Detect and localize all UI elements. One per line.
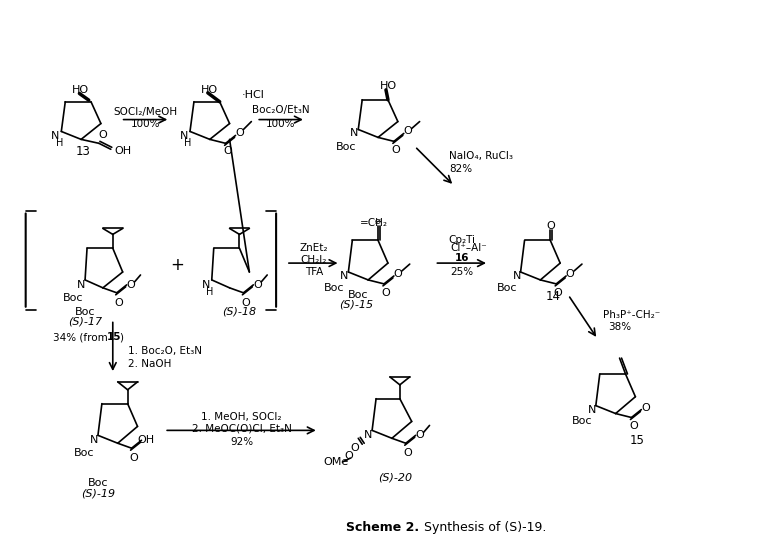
- Text: CH₂I₂: CH₂I₂: [300, 255, 327, 265]
- Text: O: O: [235, 129, 244, 138]
- Text: N: N: [51, 131, 60, 141]
- Text: 1. Boc₂O, Et₃N: 1. Boc₂O, Et₃N: [128, 346, 201, 356]
- Text: O: O: [641, 403, 650, 413]
- Text: +: +: [170, 256, 184, 274]
- Text: Boc: Boc: [75, 307, 95, 317]
- Text: ·HCl: ·HCl: [241, 90, 264, 100]
- Text: N: N: [364, 431, 372, 440]
- Text: (S)-20: (S)-20: [378, 473, 412, 483]
- Text: Boc₂O/Et₃N: Boc₂O/Et₃N: [252, 105, 310, 114]
- Text: 100%: 100%: [131, 118, 160, 129]
- Text: TFA: TFA: [305, 267, 322, 277]
- Text: Boc: Boc: [74, 448, 94, 458]
- Text: 14: 14: [545, 290, 561, 303]
- Text: H: H: [206, 287, 214, 297]
- Text: 1. MeOH, SOCl₂: 1. MeOH, SOCl₂: [201, 411, 282, 421]
- Text: 2. NaOH: 2. NaOH: [128, 359, 171, 369]
- Text: (S)-19: (S)-19: [81, 489, 115, 499]
- Text: Boc: Boc: [348, 290, 368, 300]
- Text: Cp₂Ti: Cp₂Ti: [449, 235, 476, 245]
- Text: 82%: 82%: [450, 164, 473, 174]
- Text: N: N: [588, 404, 596, 415]
- Text: Boc: Boc: [571, 416, 592, 427]
- Text: O: O: [129, 453, 138, 463]
- Text: OMe: OMe: [324, 457, 349, 467]
- Text: N: N: [90, 435, 98, 445]
- Text: ): ): [119, 332, 123, 342]
- Text: O: O: [253, 280, 262, 290]
- Text: O: O: [241, 298, 250, 308]
- Text: O: O: [350, 443, 358, 453]
- Text: 38%: 38%: [607, 323, 631, 332]
- Text: H: H: [56, 138, 63, 148]
- Text: Boc: Boc: [63, 293, 83, 302]
- Text: N: N: [340, 271, 349, 281]
- Text: Synthesis of (S)-19.: Synthesis of (S)-19.: [420, 521, 546, 534]
- Text: O: O: [391, 146, 401, 155]
- Text: (S)-18: (S)-18: [222, 307, 257, 317]
- Text: 34% (from: 34% (from: [54, 332, 111, 342]
- Text: Boc: Boc: [87, 478, 108, 488]
- Text: (S)-17: (S)-17: [68, 317, 102, 326]
- Text: O: O: [344, 451, 352, 461]
- Text: NaIO₄, RuCl₃: NaIO₄, RuCl₃: [450, 151, 513, 161]
- Text: O: O: [404, 126, 412, 136]
- Text: Boc: Boc: [324, 283, 345, 293]
- Text: 16: 16: [455, 253, 470, 263]
- Text: 25%: 25%: [450, 267, 473, 277]
- Text: 15: 15: [630, 434, 645, 447]
- Text: Scheme 2.: Scheme 2.: [346, 521, 420, 534]
- Text: N: N: [180, 131, 188, 141]
- Text: =CH₂: =CH₂: [360, 217, 388, 227]
- Text: O: O: [404, 448, 412, 458]
- Text: Cl⁺–Al⁻: Cl⁺–Al⁻: [450, 243, 487, 253]
- Text: O: O: [126, 280, 135, 290]
- Text: O: O: [546, 221, 555, 232]
- Text: O: O: [114, 298, 123, 308]
- Text: HO: HO: [72, 85, 89, 95]
- Text: Boc: Boc: [336, 142, 357, 152]
- Text: O: O: [394, 269, 402, 279]
- Text: O: O: [99, 130, 107, 141]
- Text: OH: OH: [137, 435, 154, 445]
- Text: O: O: [223, 146, 232, 156]
- Text: Ph₃P⁺-CH₂⁻: Ph₃P⁺-CH₂⁻: [603, 310, 660, 319]
- Text: O: O: [629, 421, 638, 432]
- Text: N: N: [350, 129, 358, 138]
- Text: O: O: [554, 288, 562, 298]
- Text: 13: 13: [76, 145, 90, 158]
- Text: HO: HO: [201, 85, 218, 95]
- Text: 92%: 92%: [230, 437, 253, 447]
- Text: ⌀: ⌀: [375, 215, 381, 226]
- Text: OH: OH: [115, 146, 132, 156]
- Text: Boc: Boc: [496, 283, 517, 293]
- Text: O: O: [566, 269, 574, 279]
- Text: 2. MeOC(O)Cl, Et₃N: 2. MeOC(O)Cl, Et₃N: [192, 423, 291, 433]
- Text: N: N: [201, 280, 210, 290]
- Text: 15: 15: [106, 332, 121, 342]
- Text: O: O: [381, 288, 391, 298]
- Text: N: N: [512, 271, 521, 281]
- Text: N: N: [77, 280, 85, 290]
- Text: HO: HO: [379, 81, 397, 91]
- Text: H: H: [185, 138, 192, 148]
- Text: O: O: [415, 431, 424, 440]
- Text: ZnEt₂: ZnEt₂: [300, 243, 328, 253]
- Text: 100%: 100%: [267, 118, 296, 129]
- Text: SOCl₂/MeOH: SOCl₂/MeOH: [113, 107, 178, 117]
- Text: (S)-15: (S)-15: [339, 300, 373, 310]
